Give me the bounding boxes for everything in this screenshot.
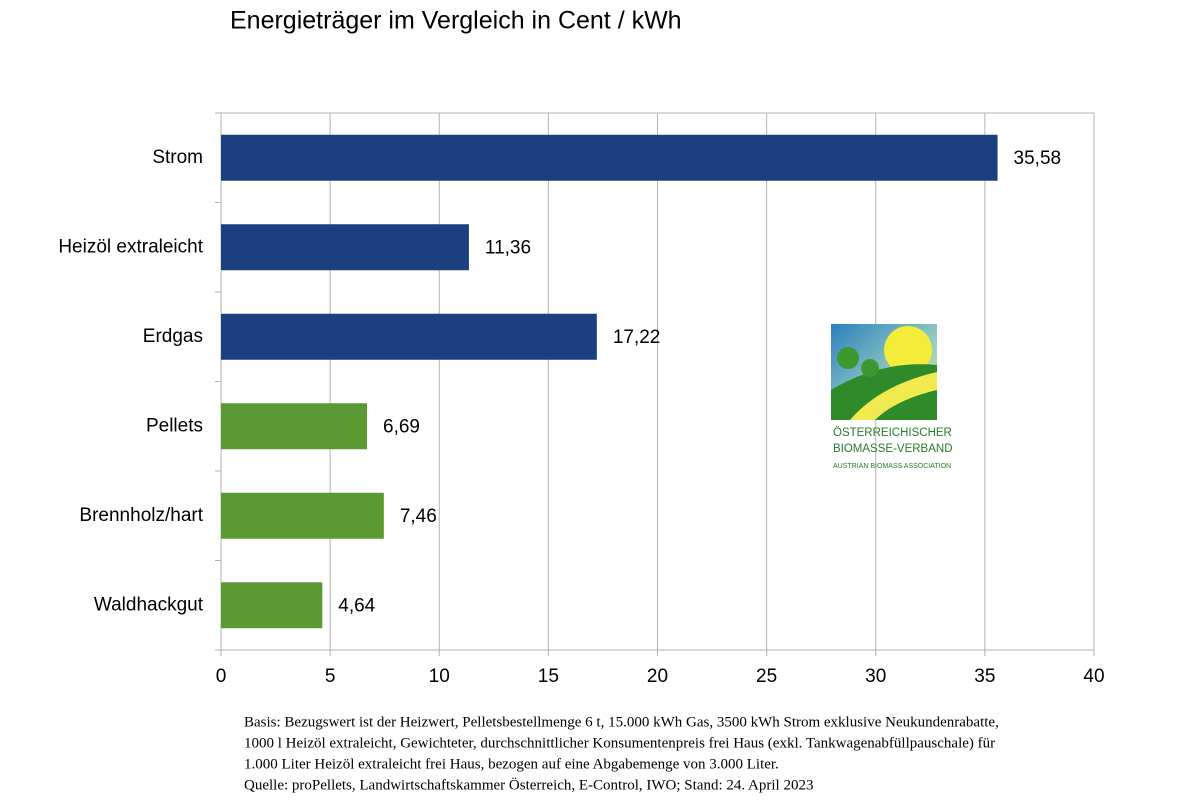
footnote: Basis: Bezugswert ist der Heizwert, Pell… [244,714,999,730]
bar [221,403,368,450]
x-tick-label: 30 [865,666,886,687]
logo-path [850,372,937,420]
x-tick-label: 10 [429,666,450,687]
y-tick-label: Heizöl extraleicht [58,236,203,257]
chart-title: Energieträger im Vergleich in Cent / kWh [230,7,682,35]
y-tick-label: Strom [152,147,203,168]
value-label: 11,36 [485,237,531,258]
value-label: 7,46 [400,506,437,527]
x-tick-label: 25 [756,666,777,687]
footnote: Quelle: proPellets, Landwirtschaftskamme… [244,776,813,793]
logo-text: Österreichischer [833,427,952,439]
bar [221,313,597,360]
x-tick-label: 35 [974,666,995,687]
x-tick-label: 5 [325,666,336,687]
logo-tree [861,359,879,377]
y-tick-label: Waldhackgut [94,594,204,615]
x-tick-label: 20 [647,666,668,687]
x-tick-label: 40 [1083,666,1104,687]
bar [221,134,998,181]
y-tick-label: Brennholz/hart [79,505,203,526]
logo-tree [837,347,859,369]
logo-subtext: Austrian Biomass Association [833,463,951,470]
bar [221,224,469,271]
value-label: 35,58 [1014,148,1062,169]
footnote: 1000 l Heizöl extraleicht, Gewichteter, … [244,735,995,751]
logo: Österreichischer Biomasse-Verband Austri… [831,324,953,470]
bar [221,492,384,539]
logo-sun [884,326,932,374]
x-tick-label: 0 [216,666,227,687]
y-tick-label: Erdgas [143,326,203,347]
x-tick-label: 15 [538,666,559,687]
value-label: 4,64 [338,595,375,616]
bar [221,582,323,629]
value-label: 17,22 [613,327,661,348]
value-label: 6,69 [383,416,420,437]
y-tick-label: Pellets [146,415,203,436]
footnote: 1.000 Liter Heizöl extraleicht frei Haus… [244,756,779,772]
logo-text: Biomasse-Verband [833,443,953,455]
